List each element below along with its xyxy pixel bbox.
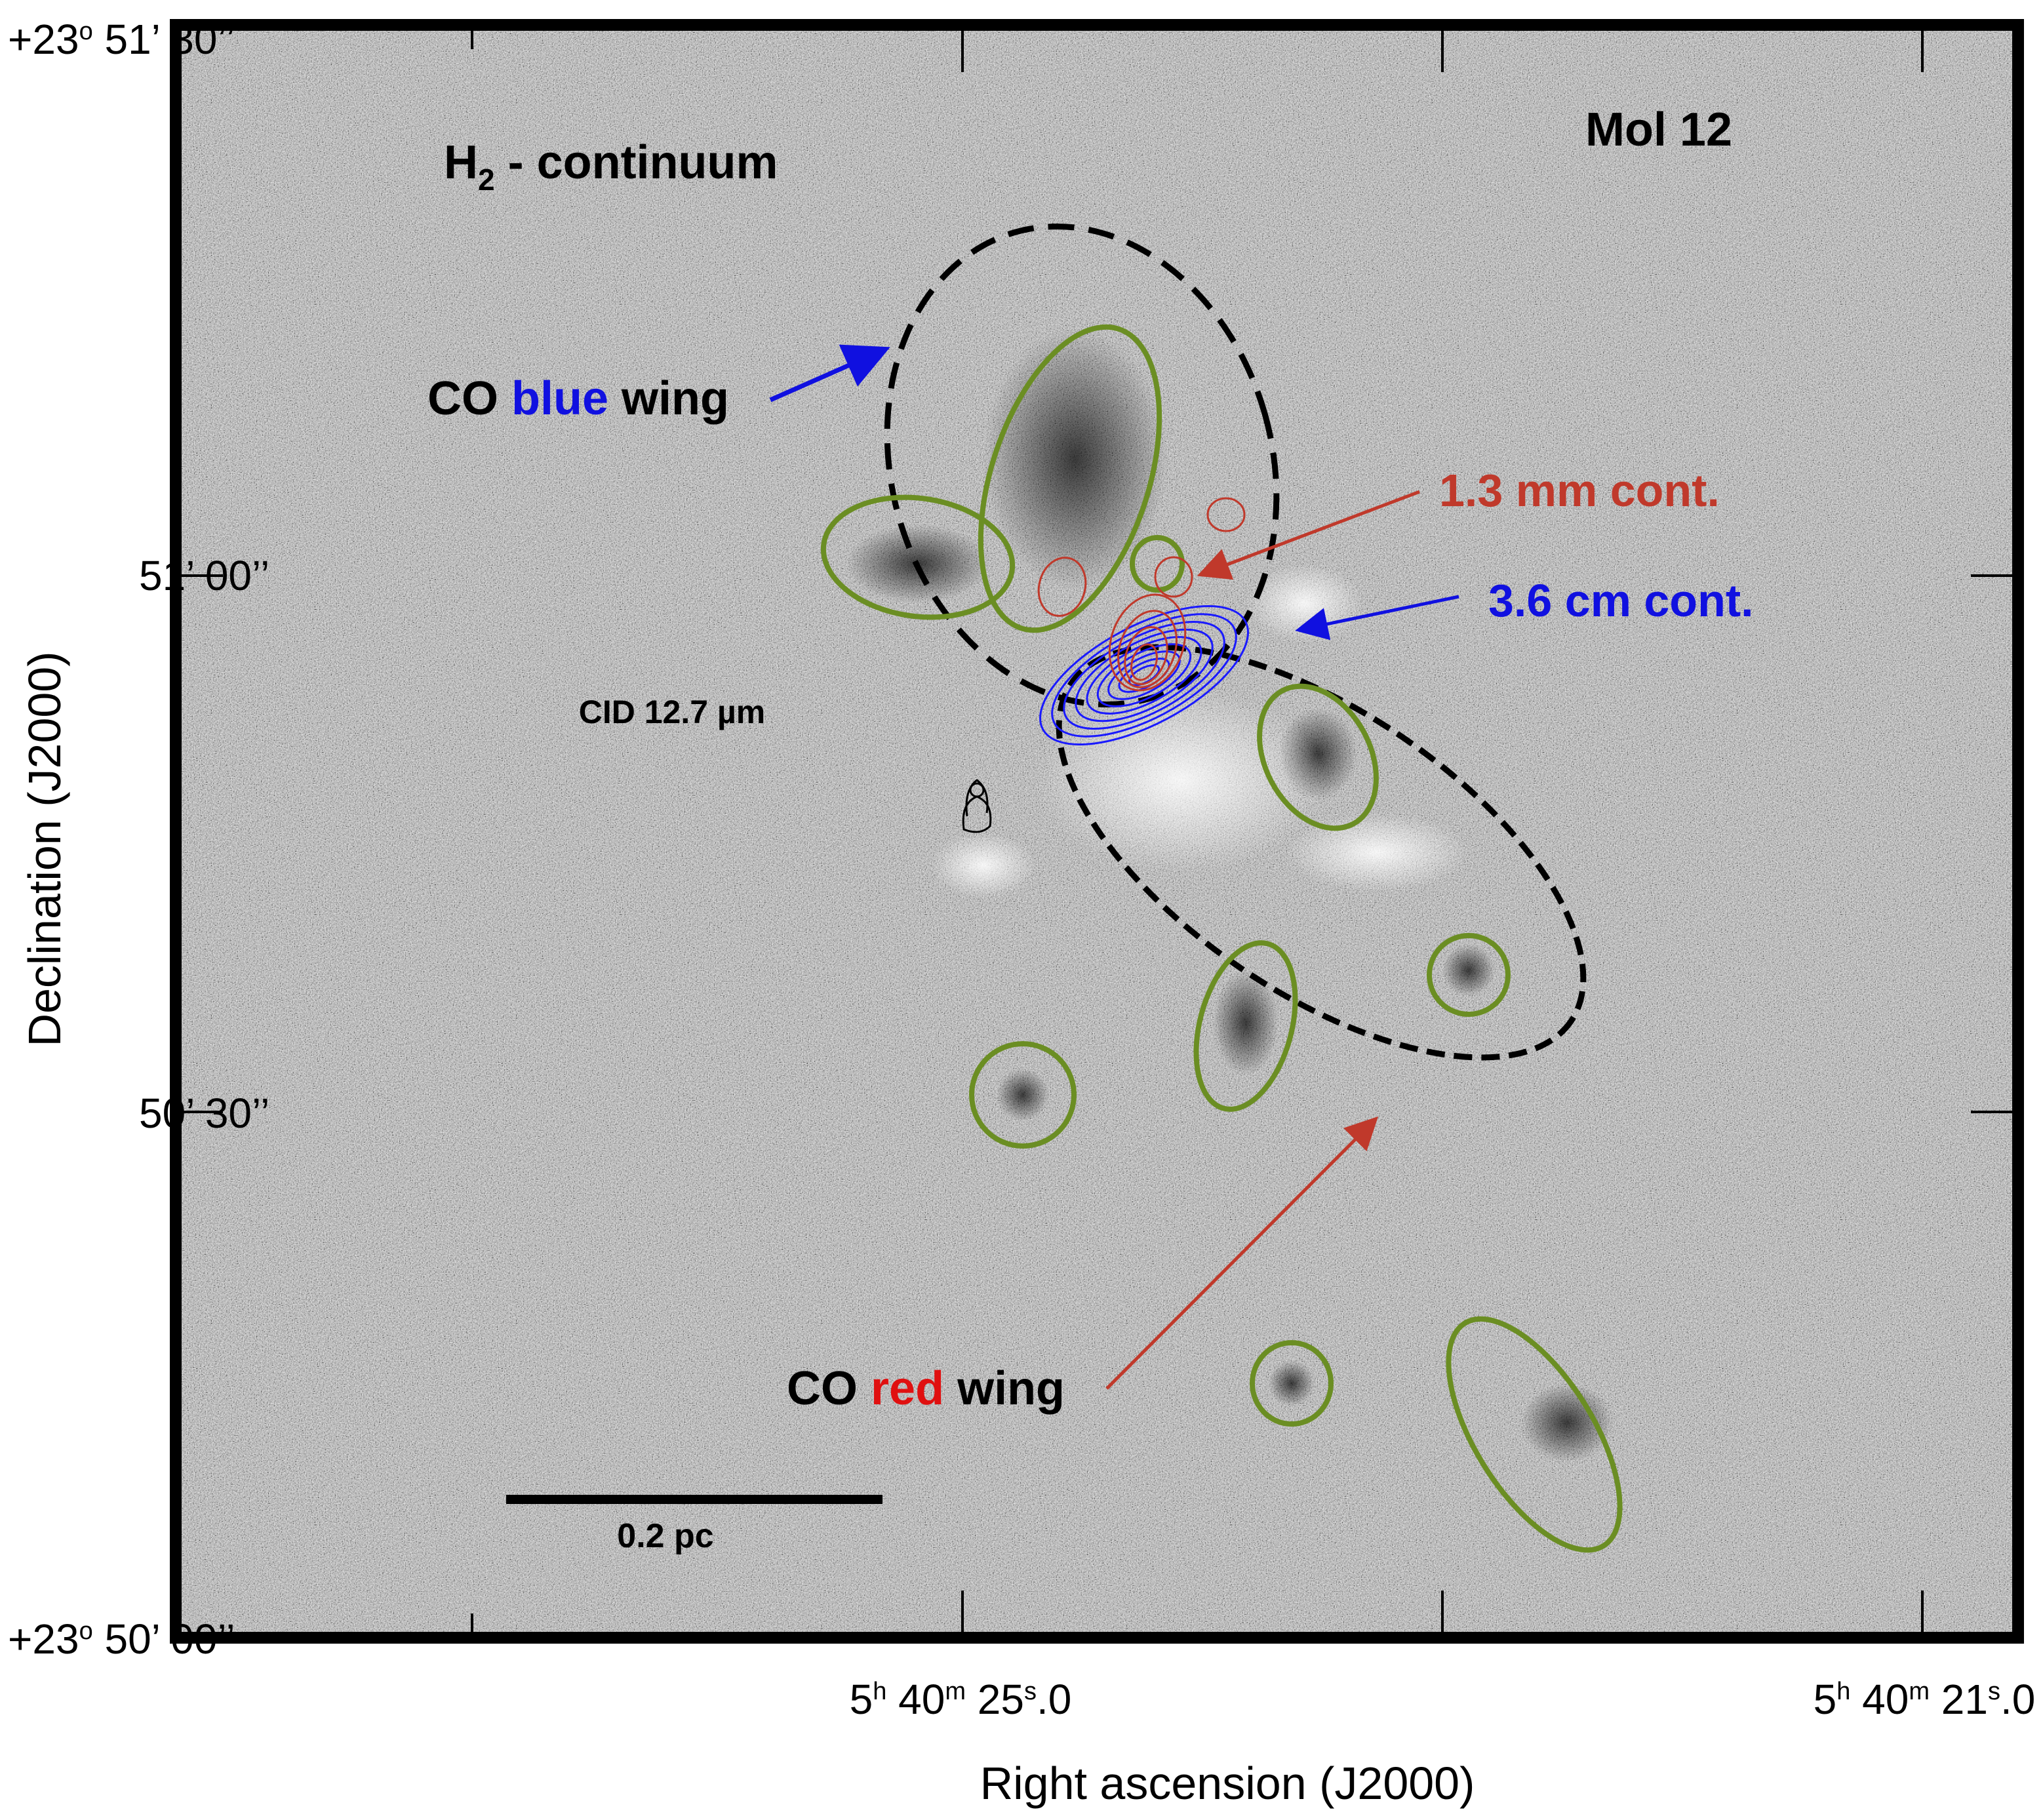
red-lobe-outline xyxy=(1056,644,1587,1061)
plot-frame xyxy=(170,19,2024,1644)
y-tick-label-bottom: +23o 50’ 00’’ xyxy=(8,1615,235,1663)
blue-wing-arrow xyxy=(769,344,890,403)
knot-ellipse xyxy=(1427,933,1511,1017)
cid-label: CID 12.7 µm xyxy=(579,694,765,730)
image-label: H2 - continuum xyxy=(444,136,778,197)
knot-ellipse xyxy=(969,1041,1077,1149)
y-axis-title: Declination (J2000) xyxy=(19,651,70,1046)
scale-bar-label: 0.2 pc xyxy=(617,1517,713,1555)
knot-ellipses xyxy=(820,324,1623,1553)
mm-cont-arrow xyxy=(1197,490,1420,580)
x-axis-title: Right ascension (J2000) xyxy=(980,1758,1475,1809)
cm-cont-label: 3.6 cm cont. xyxy=(1488,575,1754,626)
cm-cont-arrow xyxy=(1295,595,1459,641)
knot-ellipse xyxy=(978,324,1162,633)
mm-cont-label: 1.3 mm cont. xyxy=(1439,465,1720,516)
red-wing-label: CO red wing xyxy=(787,1362,1065,1415)
y-tick-label-mid2: 50’ 30’’ xyxy=(139,1090,269,1137)
x-tick-label-1: 5h 40m 25s.0 xyxy=(850,1676,1072,1723)
panel-title: Mol 12 xyxy=(1585,104,1732,156)
y-tick-label-top: +23o 51’ 30’’ xyxy=(8,16,235,63)
knot-ellipse xyxy=(1130,535,1185,593)
contours-cid xyxy=(962,779,992,833)
knot-ellipse xyxy=(1446,1316,1623,1553)
knot-ellipse xyxy=(820,494,1016,620)
knot-ellipse xyxy=(1257,683,1379,831)
red-wing-arrow xyxy=(1105,1116,1379,1390)
knot-ellipse xyxy=(1250,1340,1334,1427)
tick-marks xyxy=(182,31,2012,1632)
blue-wing-label: CO blue wing xyxy=(427,372,729,425)
knot-ellipse xyxy=(1193,940,1298,1112)
y-tick-label-mid1: 51’ 00’’ xyxy=(139,552,269,599)
contours-1p3mm xyxy=(1037,497,1246,692)
x-tick-label-2: 5h 40m 21s.0 xyxy=(1814,1676,2036,1723)
